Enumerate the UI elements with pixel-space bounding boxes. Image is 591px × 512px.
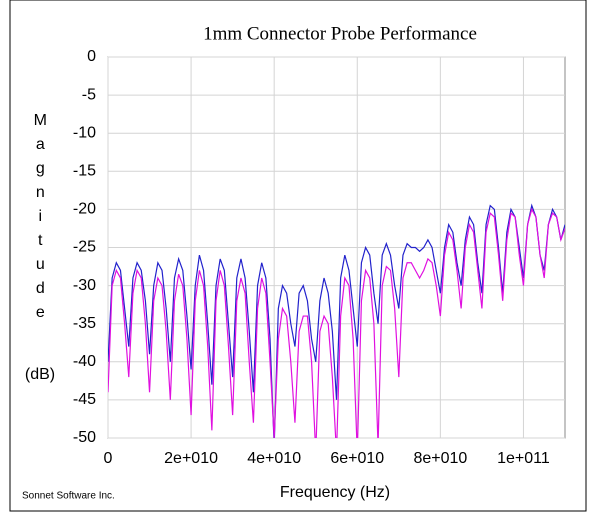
y-tick-label: -40 [73, 353, 96, 370]
series-line [108, 207, 565, 438]
y-axis-label: Magnitude [32, 112, 49, 328]
footer: Sonnet Software Inc. [22, 491, 115, 502]
y-tick-label: 0 [87, 48, 96, 65]
plot-lines [108, 203, 565, 438]
y-tick-label: -5 [82, 86, 96, 103]
y-tick-label: -30 [73, 277, 96, 294]
x-tick-label: 1e+011 [497, 450, 550, 467]
x-tick-label: 6e+010 [330, 450, 384, 467]
x-tick-label: 0 [104, 450, 113, 467]
y-tick-label: -15 [73, 163, 96, 180]
x-tick-label: 8e+010 [413, 450, 467, 467]
y-tick-label: -20 [73, 201, 96, 218]
y-tick-label: -50 [73, 429, 96, 446]
x-tick-label: 4e+010 [247, 450, 301, 467]
y-tick-label: -10 [73, 124, 96, 141]
chart-title: 1mm Connector Probe Performance [203, 23, 477, 44]
y-tick-label: -25 [73, 239, 96, 256]
y-axis-unit: (dB) [25, 366, 55, 383]
y-tick-label: -35 [73, 315, 96, 332]
y-tick-label: -45 [73, 391, 96, 408]
x-tick-label: 2e+010 [164, 450, 218, 467]
series-line [108, 203, 565, 438]
x-axis-label: Frequency (Hz) [280, 484, 390, 501]
